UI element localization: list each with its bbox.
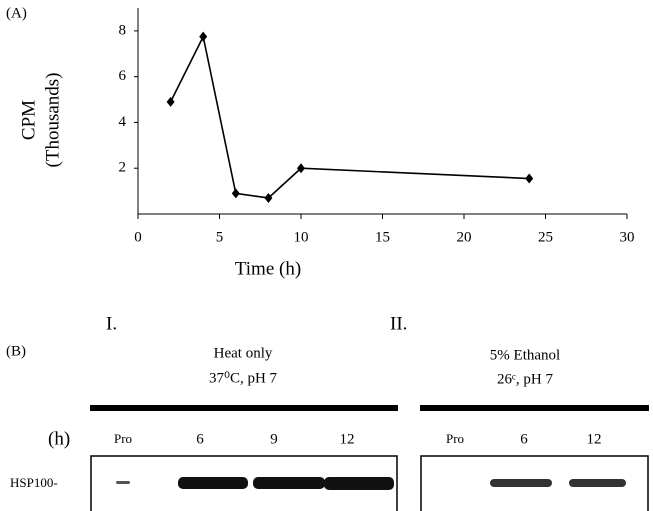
group-numeral: I.: [106, 313, 117, 334]
lane-label: 6: [520, 431, 528, 447]
group-condition: Heat only: [214, 345, 273, 361]
group-bar: [420, 405, 649, 411]
y-tick-label: 6: [119, 68, 127, 84]
figure: (A) (B) Time (h) CPM (Thousands) I. II. …: [0, 0, 653, 511]
unit-label: (h): [48, 428, 70, 449]
blot-band: [116, 481, 130, 484]
x-tick-label: 20: [457, 229, 472, 245]
y-axis-label: CPM: [18, 100, 39, 140]
group-condition: 5% Ethanol: [490, 347, 560, 363]
group-condition: 26ᶜ, pH 7: [497, 371, 553, 387]
lane-label: 12: [587, 431, 602, 447]
x-tick-label: 5: [216, 229, 224, 245]
panel-label: (A): [6, 5, 27, 21]
line: [171, 37, 530, 198]
blot-band: [253, 477, 325, 489]
blot-band: [490, 479, 552, 487]
lane-label: 9: [270, 431, 278, 447]
lane-label: Pro: [114, 431, 132, 446]
blot-band: [324, 477, 394, 490]
group-bar: [90, 405, 398, 411]
x-tick-label: 15: [375, 229, 390, 245]
group-condition: 37⁰C, pH 7: [209, 370, 278, 386]
lane-label: 6: [196, 431, 204, 447]
y-tick-label: 4: [119, 114, 127, 130]
point: [525, 174, 533, 184]
band-label: HSP100-: [10, 475, 58, 490]
x-tick-label: 30: [620, 229, 635, 245]
x-tick-label: 10: [294, 229, 309, 245]
blot-band: [569, 479, 626, 487]
lane-label: 12: [340, 431, 355, 447]
point: [199, 32, 207, 42]
x-tick-label: 25: [538, 229, 553, 245]
y-axis-label: (Thousands): [42, 73, 63, 168]
lane-label: Pro: [446, 431, 464, 446]
y-tick-label: 8: [119, 22, 127, 38]
blot-band: [178, 477, 248, 489]
point: [232, 188, 240, 198]
group-numeral: II.: [390, 313, 407, 334]
panel-label: (B): [6, 343, 26, 359]
point: [167, 97, 175, 107]
x-axis-label: Time (h): [235, 258, 301, 279]
y-tick-label: 2: [119, 160, 127, 176]
x-tick-label: 0: [134, 229, 142, 245]
